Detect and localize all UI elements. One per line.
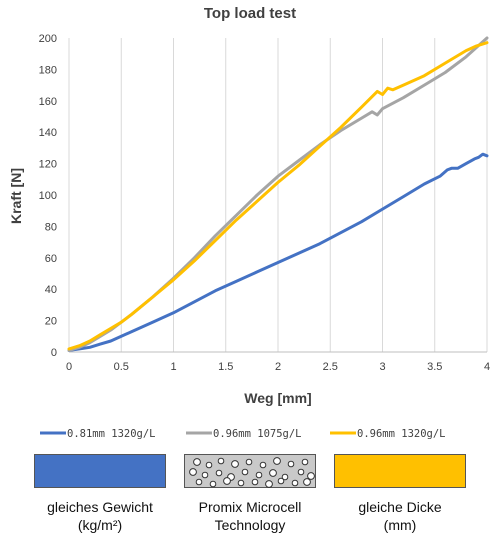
y-axis-label: Kraft [N]: [8, 168, 24, 224]
y-tick-label-9: 180: [39, 64, 57, 76]
y-tick-label-3: 60: [45, 253, 57, 265]
bubble-6: [273, 457, 281, 465]
plot-area: [67, 36, 489, 352]
bubble-16: [281, 473, 289, 481]
x-tick-label-6: 3: [379, 361, 385, 373]
y-tick-label-6: 120: [39, 159, 57, 171]
box-label-equal-weight: gleiches Gewicht (kg/m²): [15, 498, 185, 534]
series-line-2: [67, 41, 489, 351]
legend-label-0: 0.81mm 1320g/L: [67, 428, 156, 440]
bubble-10: [201, 471, 209, 479]
bubble-19: [195, 478, 203, 486]
bubble-0: [193, 458, 201, 466]
blue-swatch: [34, 454, 166, 488]
bubble-20: [209, 480, 217, 488]
bubble-14: [255, 471, 263, 479]
y-tick-label-8: 160: [39, 96, 57, 108]
y-tick-label-0: 0: [51, 347, 57, 359]
foam-bubble-pattern: [189, 457, 315, 488]
bubble-25: [277, 477, 285, 485]
box-label-line1: gleiches Gewicht: [47, 499, 153, 515]
series-line-0: [67, 152, 489, 352]
bubble-22: [237, 479, 245, 487]
box-label-equal-thickness: gleiche Dicke (mm): [315, 498, 485, 534]
yellow-swatch: [334, 454, 466, 488]
bubble-1: [205, 461, 213, 469]
chart-title: Top load test: [204, 5, 296, 22]
box-label-line2: Technology: [214, 517, 286, 533]
x-tick-label-7: 3.5: [427, 361, 442, 373]
comparison-boxes: gleiches Gewicht (kg/m²) Promix Microcel…: [0, 454, 500, 552]
bubble-24: [265, 480, 273, 488]
box-microcell: Promix Microcell Technology: [165, 454, 335, 534]
y-tick-label-1: 20: [45, 316, 57, 328]
y-tick-label-5: 100: [39, 190, 57, 202]
box-label-line1: Promix Microcell: [198, 499, 302, 515]
x-axis-label: Weg [mm]: [244, 390, 311, 406]
y-tick-label-4: 80: [45, 221, 57, 233]
legend-label-1: 0.96mm 1075g/L: [213, 428, 302, 440]
bubble-9: [189, 468, 197, 476]
bubble-26: [291, 479, 299, 487]
bubble-4: [245, 458, 253, 466]
bubble-15: [269, 469, 277, 477]
y-tick-labels: 0 20 40 60 80 100 120 140 160 180 200: [39, 33, 57, 359]
bubble-18: [307, 472, 315, 480]
bubble-3: [231, 460, 239, 468]
x-tick-label-0: 0: [66, 361, 72, 373]
bubble-27: [303, 478, 311, 486]
bubble-8: [301, 458, 309, 466]
box-label-line2: (kg/m²): [77, 517, 123, 533]
box-equal-thickness: gleiche Dicke (mm): [315, 454, 485, 534]
legend-label-2: 0.96mm 1320g/L: [357, 428, 446, 440]
bubble-13: [241, 468, 249, 476]
x-tick-label-3: 1.5: [218, 361, 233, 373]
gridlines: [68, 38, 488, 353]
x-tick-label-5: 2.5: [323, 361, 338, 373]
x-tick-label-2: 1: [170, 361, 176, 373]
box-label-microcell: Promix Microcell Technology: [165, 498, 335, 534]
y-tick-label-10: 200: [39, 33, 57, 45]
bubble-2: [217, 457, 225, 465]
microcell-pattern-swatch: [184, 454, 316, 488]
x-tick-label-1: 0.5: [114, 361, 129, 373]
bubble-23: [251, 478, 259, 486]
box-label-line2: (mm): [383, 517, 417, 533]
y-tick-label-7: 140: [39, 127, 57, 139]
x-tick-label-8: 4: [484, 361, 490, 373]
x-tick-label-4: 2: [275, 361, 281, 373]
y-tick-label-2: 40: [45, 284, 57, 296]
bubble-11: [215, 469, 223, 477]
x-tick-labels: 0 0.5 1 1.5 2 2.5 3 3.5 4: [66, 361, 490, 373]
box-equal-weight: gleiches Gewicht (kg/m²): [15, 454, 185, 534]
bubble-5: [259, 461, 267, 469]
legend: 0.81mm 1320g/L 0.96mm 1075g/L 0.96mm 1320g…: [40, 428, 446, 440]
bubble-7: [287, 460, 295, 468]
bubble-17: [297, 468, 305, 476]
bubble-21: [223, 477, 231, 485]
box-label-line1: gleiche Dicke: [358, 499, 442, 515]
